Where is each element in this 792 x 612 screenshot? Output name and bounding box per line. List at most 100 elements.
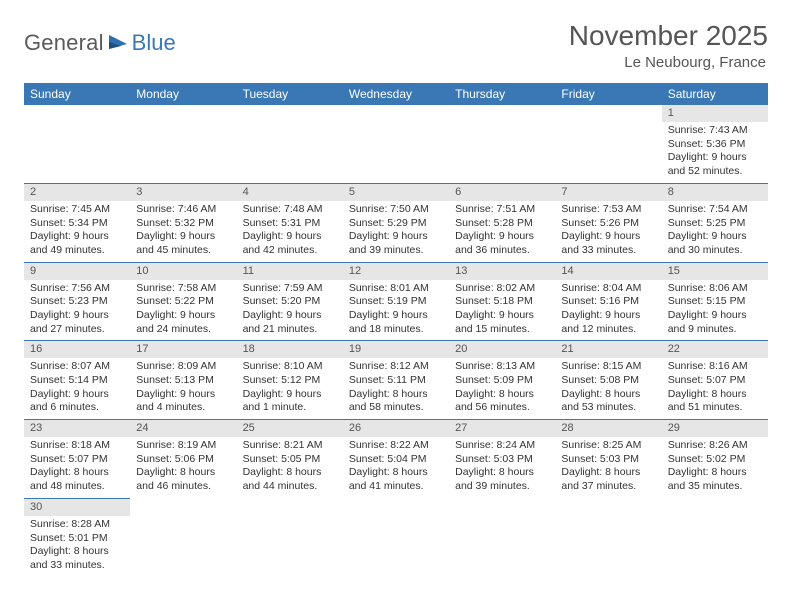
title-block: November 2025 Le Neubourg, France	[569, 20, 768, 77]
daylight-line-2: and 45 minutes.	[136, 244, 230, 258]
daylight-line-1: Daylight: 9 hours	[561, 230, 655, 244]
day-cell-15: 15Sunrise: 8:06 AMSunset: 5:15 PMDayligh…	[662, 262, 768, 341]
day-number: 2	[24, 184, 130, 201]
day-number: 15	[662, 263, 768, 280]
day-cell-12: 12Sunrise: 8:01 AMSunset: 5:19 PMDayligh…	[343, 262, 449, 341]
sunset-line: Sunset: 5:05 PM	[243, 453, 337, 467]
sunset-line: Sunset: 5:28 PM	[455, 217, 549, 231]
calendar-row: 16Sunrise: 8:07 AMSunset: 5:14 PMDayligh…	[24, 340, 768, 419]
sunrise-line: Sunrise: 7:43 AM	[668, 124, 762, 138]
daylight-line-1: Daylight: 8 hours	[349, 466, 443, 480]
day-cell-22: 22Sunrise: 8:16 AMSunset: 5:07 PMDayligh…	[662, 340, 768, 419]
empty-cell	[555, 498, 661, 577]
day-cell-27: 27Sunrise: 8:24 AMSunset: 5:03 PMDayligh…	[449, 419, 555, 498]
daylight-line-2: and 42 minutes.	[243, 244, 337, 258]
sunset-line: Sunset: 5:02 PM	[668, 453, 762, 467]
daylight-line-2: and 12 minutes.	[561, 323, 655, 337]
calendar-row: 1Sunrise: 7:43 AMSunset: 5:36 PMDaylight…	[24, 105, 768, 183]
dow-monday: Monday	[130, 83, 236, 105]
daylight-line-2: and 41 minutes.	[349, 480, 443, 494]
sunrise-line: Sunrise: 8:22 AM	[349, 439, 443, 453]
day-cell-14: 14Sunrise: 8:04 AMSunset: 5:16 PMDayligh…	[555, 262, 661, 341]
sunrise-line: Sunrise: 8:26 AM	[668, 439, 762, 453]
day-info: Sunrise: 8:07 AMSunset: 5:14 PMDaylight:…	[24, 358, 130, 419]
dow-saturday: Saturday	[662, 83, 768, 105]
sunrise-line: Sunrise: 7:56 AM	[30, 282, 124, 296]
daylight-line-1: Daylight: 8 hours	[30, 545, 124, 559]
daylight-line-2: and 46 minutes.	[136, 480, 230, 494]
sunset-line: Sunset: 5:25 PM	[668, 217, 762, 231]
daylight-line-1: Daylight: 9 hours	[136, 388, 230, 402]
day-info: Sunrise: 8:02 AMSunset: 5:18 PMDaylight:…	[449, 280, 555, 341]
empty-cell	[24, 105, 130, 183]
dow-thursday: Thursday	[449, 83, 555, 105]
daylight-line-2: and 37 minutes.	[561, 480, 655, 494]
day-cell-16: 16Sunrise: 8:07 AMSunset: 5:14 PMDayligh…	[24, 340, 130, 419]
sunrise-line: Sunrise: 8:07 AM	[30, 360, 124, 374]
sunset-line: Sunset: 5:14 PM	[30, 374, 124, 388]
day-info: Sunrise: 8:21 AMSunset: 5:05 PMDaylight:…	[237, 437, 343, 498]
sunrise-line: Sunrise: 7:59 AM	[243, 282, 337, 296]
daylight-line-2: and 6 minutes.	[30, 401, 124, 415]
daylight-line-1: Daylight: 8 hours	[30, 466, 124, 480]
empty-cell	[237, 105, 343, 183]
daylight-line-2: and 56 minutes.	[455, 401, 549, 415]
empty-cell	[343, 498, 449, 577]
sunrise-line: Sunrise: 8:12 AM	[349, 360, 443, 374]
day-number: 4	[237, 184, 343, 201]
sunrise-line: Sunrise: 7:50 AM	[349, 203, 443, 217]
sunset-line: Sunset: 5:07 PM	[668, 374, 762, 388]
sunrise-line: Sunrise: 7:54 AM	[668, 203, 762, 217]
day-info: Sunrise: 7:53 AMSunset: 5:26 PMDaylight:…	[555, 201, 661, 262]
empty-cell	[237, 498, 343, 577]
day-cell-25: 25Sunrise: 8:21 AMSunset: 5:05 PMDayligh…	[237, 419, 343, 498]
day-info: Sunrise: 7:46 AMSunset: 5:32 PMDaylight:…	[130, 201, 236, 262]
sunrise-line: Sunrise: 8:21 AM	[243, 439, 337, 453]
day-info: Sunrise: 7:45 AMSunset: 5:34 PMDaylight:…	[24, 201, 130, 262]
daylight-line-1: Daylight: 9 hours	[349, 309, 443, 323]
day-number: 17	[130, 341, 236, 358]
daylight-line-1: Daylight: 9 hours	[455, 309, 549, 323]
day-number: 18	[237, 341, 343, 358]
sunrise-line: Sunrise: 8:04 AM	[561, 282, 655, 296]
daylight-line-1: Daylight: 9 hours	[455, 230, 549, 244]
dow-wednesday: Wednesday	[343, 83, 449, 105]
daylight-line-1: Daylight: 8 hours	[668, 388, 762, 402]
sunset-line: Sunset: 5:29 PM	[349, 217, 443, 231]
day-info: Sunrise: 7:58 AMSunset: 5:22 PMDaylight:…	[130, 280, 236, 341]
daylight-line-2: and 49 minutes.	[30, 244, 124, 258]
sunset-line: Sunset: 5:08 PM	[561, 374, 655, 388]
sunrise-line: Sunrise: 8:01 AM	[349, 282, 443, 296]
sunset-line: Sunset: 5:13 PM	[136, 374, 230, 388]
day-number: 24	[130, 420, 236, 437]
day-number: 30	[24, 499, 130, 516]
day-info: Sunrise: 8:16 AMSunset: 5:07 PMDaylight:…	[662, 358, 768, 419]
day-number: 21	[555, 341, 661, 358]
calendar-row: 23Sunrise: 8:18 AMSunset: 5:07 PMDayligh…	[24, 419, 768, 498]
daylight-line-1: Daylight: 9 hours	[30, 388, 124, 402]
daylight-line-1: Daylight: 8 hours	[561, 388, 655, 402]
empty-cell	[449, 105, 555, 183]
daylight-line-2: and 48 minutes.	[30, 480, 124, 494]
sunset-line: Sunset: 5:32 PM	[136, 217, 230, 231]
day-cell-29: 29Sunrise: 8:26 AMSunset: 5:02 PMDayligh…	[662, 419, 768, 498]
day-info: Sunrise: 8:24 AMSunset: 5:03 PMDaylight:…	[449, 437, 555, 498]
sunrise-line: Sunrise: 8:10 AM	[243, 360, 337, 374]
daylight-line-1: Daylight: 8 hours	[455, 466, 549, 480]
empty-cell	[449, 498, 555, 577]
sunrise-line: Sunrise: 8:13 AM	[455, 360, 549, 374]
day-info: Sunrise: 8:04 AMSunset: 5:16 PMDaylight:…	[555, 280, 661, 341]
sunset-line: Sunset: 5:12 PM	[243, 374, 337, 388]
dow-sunday: Sunday	[24, 83, 130, 105]
logo: General Blue	[24, 20, 176, 56]
day-info: Sunrise: 8:26 AMSunset: 5:02 PMDaylight:…	[662, 437, 768, 498]
empty-cell	[130, 105, 236, 183]
day-info: Sunrise: 7:48 AMSunset: 5:31 PMDaylight:…	[237, 201, 343, 262]
sunrise-line: Sunrise: 7:48 AM	[243, 203, 337, 217]
day-cell-7: 7Sunrise: 7:53 AMSunset: 5:26 PMDaylight…	[555, 183, 661, 262]
sunrise-line: Sunrise: 8:18 AM	[30, 439, 124, 453]
day-cell-18: 18 Sunrise: 8:10 AMSunset: 5:12 PMDayligh…	[237, 340, 343, 419]
day-number: 20	[449, 341, 555, 358]
day-cell-8: 8Sunrise: 7:54 AMSunset: 5:25 PMDaylight…	[662, 183, 768, 262]
daylight-line-1: Daylight: 9 hours	[243, 388, 337, 402]
